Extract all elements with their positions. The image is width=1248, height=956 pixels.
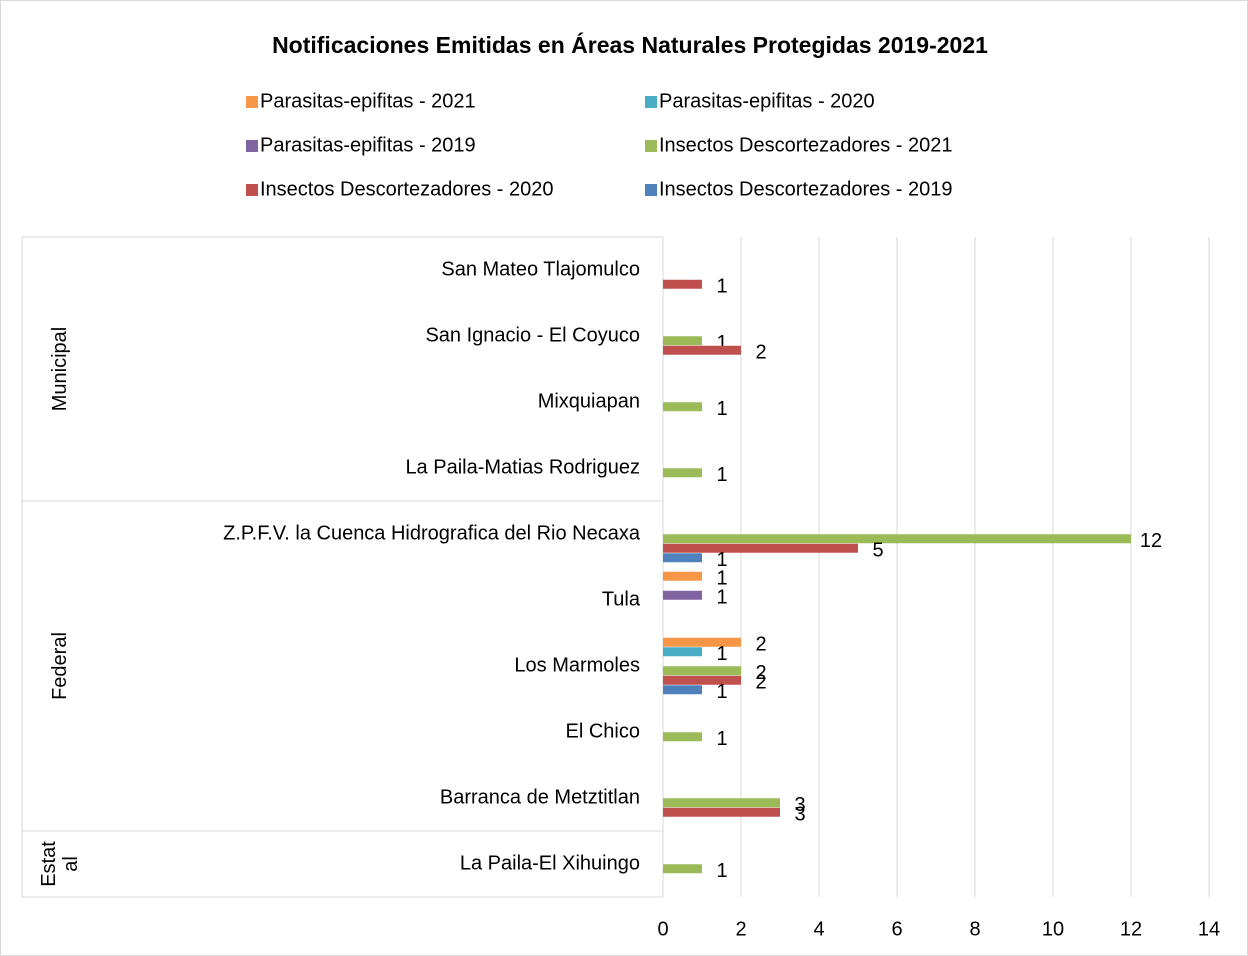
data-label: 3 [794, 794, 805, 816]
data-label: 1 [716, 464, 727, 486]
data-label: 3 [794, 804, 805, 826]
x-tick-label: 10 [1042, 918, 1064, 940]
data-label: 2 [755, 662, 766, 684]
group-label: Estatal [38, 841, 82, 887]
bar [663, 798, 780, 808]
legend-swatch [645, 140, 657, 152]
data-label: 1 [716, 587, 727, 609]
y-tick-label: El Chico [566, 720, 640, 742]
x-tick-label: 4 [813, 918, 824, 940]
bar [663, 468, 702, 478]
bar [663, 807, 780, 817]
legend-label: Insectos Descortezadores - 2020 [260, 178, 554, 200]
data-label: 1 [716, 549, 727, 571]
bar [663, 345, 741, 355]
y-tick-label: Los Marmoles [514, 654, 640, 676]
legend-label: Parasitas-epifitas - 2019 [260, 134, 476, 156]
bar [663, 590, 702, 600]
bar [663, 279, 702, 289]
legend-label: Parasitas-epifitas - 2021 [260, 90, 476, 112]
legend-swatch [645, 184, 657, 196]
legend-swatch [246, 96, 258, 108]
y-tick-label: San Ignacio - El Coyuco [425, 324, 640, 346]
bar [663, 571, 702, 581]
legend-label: Parasitas-epifitas - 2020 [659, 90, 875, 112]
y-tick-label: La Paila-El Xihuingo [460, 852, 640, 874]
bar [663, 637, 741, 647]
data-label: 2 [755, 634, 766, 656]
bar [663, 675, 741, 685]
x-tick-label: 0 [657, 918, 668, 940]
data-label: 1 [716, 860, 727, 882]
bar [663, 666, 741, 676]
group-label: Municipal [49, 326, 71, 412]
bar [663, 864, 702, 874]
bar [663, 336, 702, 346]
data-label: 1 [716, 398, 727, 420]
data-label: 2 [755, 672, 766, 694]
group-label: Federal [49, 632, 71, 700]
data-label: 1 [716, 728, 727, 750]
x-tick-label: 2 [735, 918, 746, 940]
data-label: 5 [872, 540, 883, 562]
data-label: 2 [755, 342, 766, 364]
y-tick-label: San Mateo Tlajomulco [441, 258, 640, 280]
legend-label: Insectos Descortezadores - 2021 [659, 134, 953, 156]
x-tick-label: 8 [969, 918, 980, 940]
data-label: 12 [1140, 530, 1162, 552]
data-label: 1 [716, 643, 727, 665]
bar [663, 402, 702, 412]
data-label: 1 [716, 276, 727, 298]
data-label: 1 [716, 332, 727, 354]
y-tick-label: Mixquiapan [538, 390, 640, 412]
legend-swatch [645, 96, 657, 108]
data-label: 1 [716, 681, 727, 703]
x-tick-label: 12 [1120, 918, 1142, 940]
bar [663, 534, 1131, 544]
chart-title: Notificaciones Emitidas en Áreas Natural… [272, 31, 988, 58]
x-tick-label: 6 [891, 918, 902, 940]
legend-label: Insectos Descortezadores - 2019 [659, 178, 953, 200]
x-tick-label: 14 [1198, 918, 1220, 940]
data-label: 1 [716, 568, 727, 590]
bar [663, 647, 702, 657]
bar [663, 553, 702, 563]
bar [663, 543, 858, 553]
y-tick-label: Barranca de Metztitlan [440, 786, 640, 808]
bar [663, 685, 702, 695]
y-tick-label: Tula [602, 588, 641, 610]
y-tick-label: La Paila-Matias Rodriguez [405, 456, 640, 478]
y-tick-label: Z.P.F.V. la Cuenca Hidrografica del Rio … [223, 522, 641, 544]
legend-swatch [246, 184, 258, 196]
bar [663, 732, 702, 742]
legend-swatch [246, 140, 258, 152]
